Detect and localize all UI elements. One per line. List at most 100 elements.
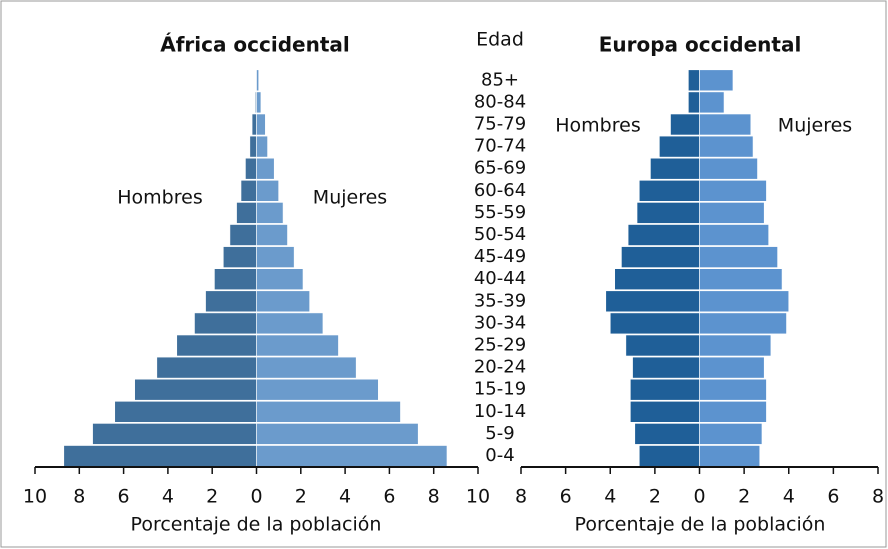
bar [636,202,700,224]
bar [256,157,275,180]
x-tick-label: 8 [872,486,884,508]
x-tick-label: 4 [162,486,174,508]
x-tick-label: 10 [466,486,490,508]
x-axis-label: Porcentaje de la población [131,514,382,536]
bar [632,356,700,379]
bar [256,378,379,401]
y-tick-label: 85+ [481,69,519,90]
y-tick-label: 55-59 [474,202,526,223]
bar [256,113,266,136]
y-tick-label: 15-19 [474,379,526,400]
y-tick-label: 30-34 [474,312,526,333]
bar [256,69,260,92]
bar [699,423,763,445]
bar [609,312,700,335]
bar [634,423,700,445]
y-tick-label: 75-79 [474,114,526,135]
bar [699,268,783,291]
bar [699,312,787,335]
legend-label: Mujeres [313,187,387,209]
bar [214,268,257,291]
y-tick-label: 80-84 [474,91,526,112]
bar [699,113,752,136]
y-tick-label: 10-14 [474,401,526,422]
bar [256,445,448,467]
chart-title: África occidental [160,33,350,57]
y-tick-label: 70-74 [474,136,526,157]
bar [229,224,257,246]
bar [249,135,257,158]
x-axis-label: Porcentaje de la población [575,514,826,536]
x-tick-label: 4 [339,486,351,508]
x-tick-label: 8 [428,486,440,508]
bar [256,290,310,313]
bar [699,246,778,268]
y-axis-label: Edad [476,29,524,51]
bar [156,356,257,379]
bar [621,246,700,268]
legend-label: Mujeres [778,115,852,137]
chart-title: Europa occidental [599,33,802,57]
bar [256,356,357,379]
bar [256,268,304,291]
bar [114,400,257,423]
x-tick-label: 4 [604,486,616,508]
bar [699,400,767,423]
x-tick-label: 0 [250,486,262,508]
y-tick-label: 50-54 [474,224,526,245]
bar [236,202,257,224]
x-tick-label: 6 [827,486,839,508]
bar [699,69,734,92]
bar [699,224,769,246]
bar [256,312,324,335]
y-tick-label: 45-49 [474,246,526,267]
bar [638,445,700,467]
bar [251,113,257,136]
bar [638,180,700,202]
bar [256,224,288,246]
bar [256,334,339,357]
bar [699,135,754,158]
x-tick-label: 8 [515,486,527,508]
bar [699,91,725,114]
bar [92,423,257,445]
bar [688,69,700,92]
y-tick-label: 65-69 [474,158,526,179]
x-tick-label: 2 [649,486,661,508]
bar [256,91,262,114]
bar [699,290,790,313]
bar [670,113,700,136]
x-tick-label: 10 [23,486,47,508]
bar [256,246,295,268]
x-tick-label: 2 [206,486,218,508]
y-tick-label: 20-24 [474,357,526,378]
bar [699,445,761,467]
bar [625,334,700,357]
bar [650,157,700,180]
bar [245,157,257,180]
bar [699,180,767,202]
bar [699,202,765,224]
bar [699,378,767,401]
bar [699,334,772,357]
x-tick-label: 2 [738,486,750,508]
bar [63,445,257,467]
x-tick-label: 2 [295,486,307,508]
bar [699,157,758,180]
bar [605,290,700,313]
x-tick-label: 8 [73,486,85,508]
bar [256,202,284,224]
y-tick-label: 25-29 [474,335,526,356]
y-tick-label: 0-4 [485,445,514,466]
y-tick-label: 5-9 [485,423,514,444]
y-tick-label: 60-64 [474,180,526,201]
bar [688,91,700,114]
bar [627,224,700,246]
x-tick-label: 6 [118,486,130,508]
bar [134,378,257,401]
x-tick-label: 6 [383,486,395,508]
bar [614,268,700,291]
bar [194,312,257,335]
bar [630,400,700,423]
